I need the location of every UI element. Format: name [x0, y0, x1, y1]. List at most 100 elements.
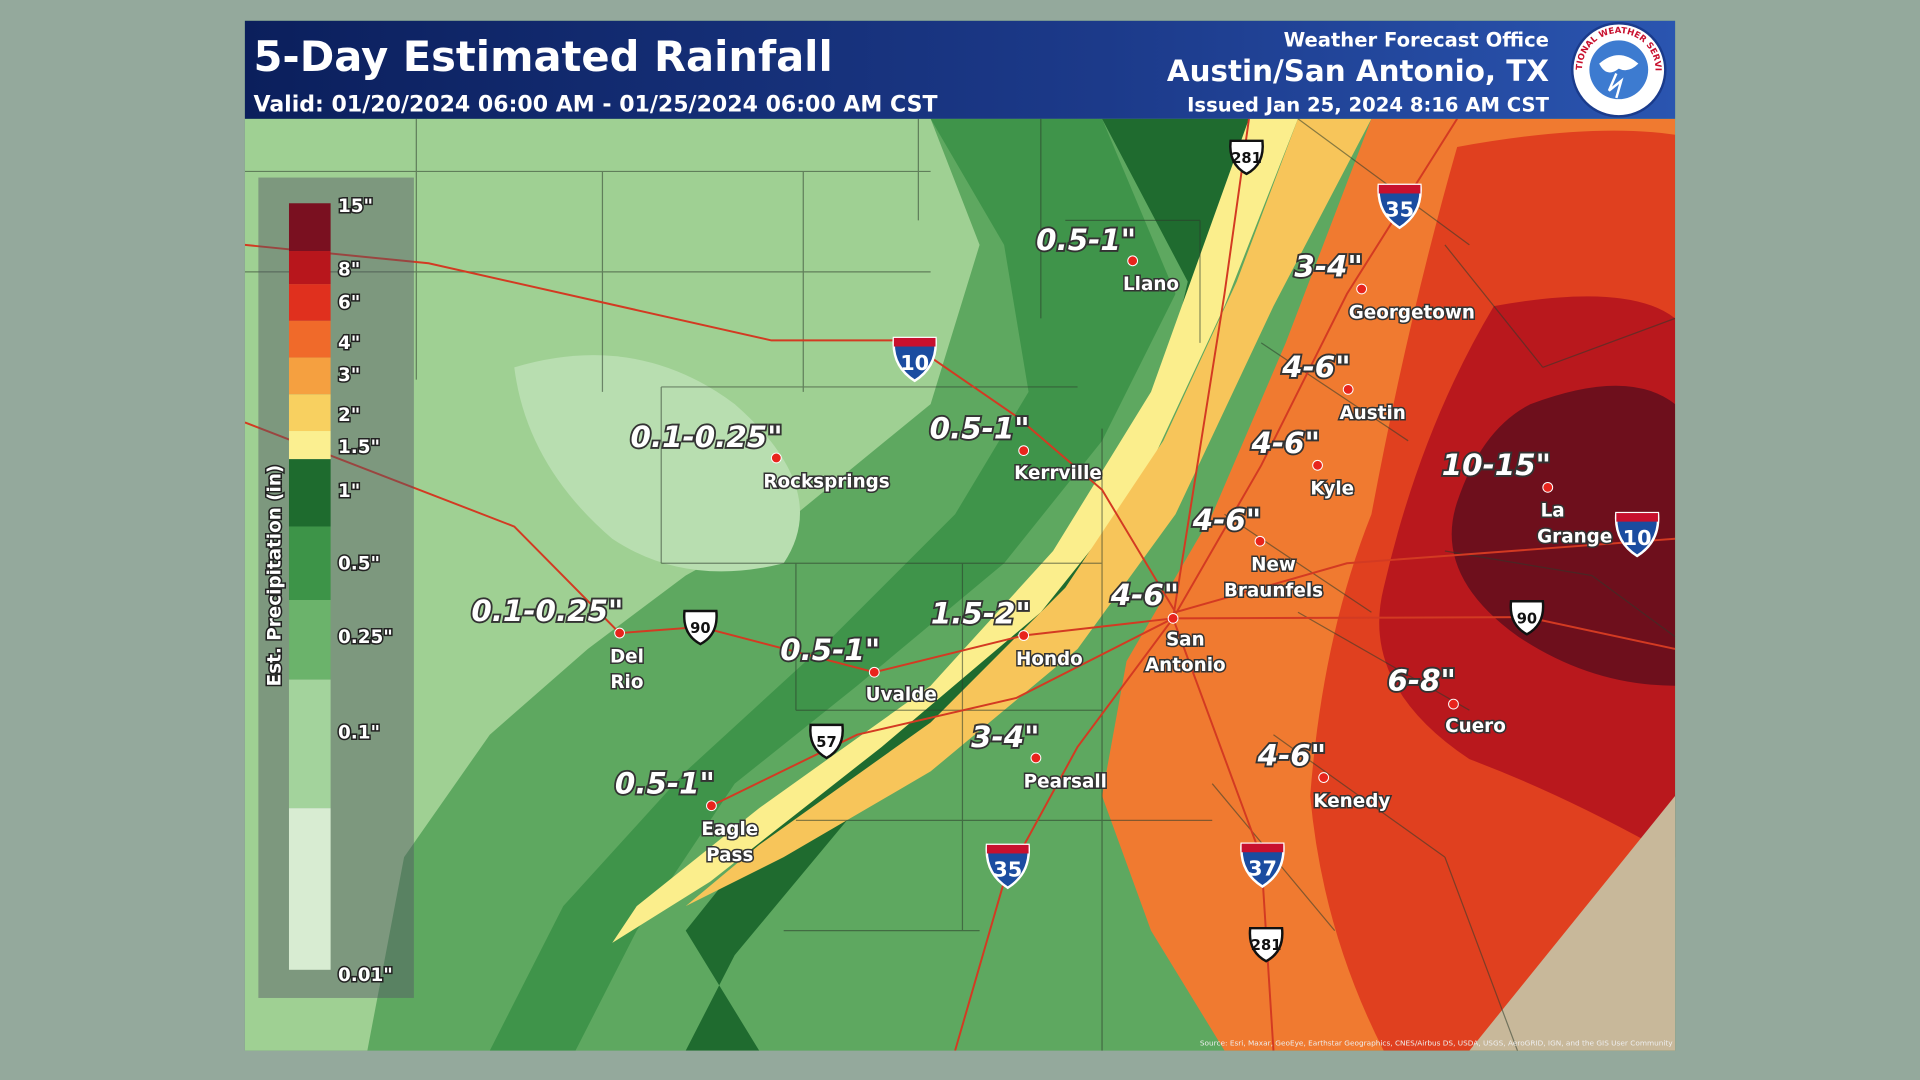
legend-swatch: [288, 600, 331, 680]
legend-label: 1.5": [338, 437, 380, 458]
city-dot: [1448, 698, 1459, 710]
city-dot: [706, 800, 717, 812]
office-location: Austin/San Antonio, TX: [1167, 54, 1549, 88]
shield-number: 90: [690, 620, 710, 637]
rain-amount: 4-6": [1257, 738, 1326, 772]
interstate-shield: [985, 843, 1031, 890]
city-name: Kerrville: [1014, 463, 1102, 484]
interstate-band: [1378, 184, 1421, 194]
city-name: Georgetown: [1349, 302, 1475, 323]
legend-swatch: [288, 679, 331, 809]
city-name: Rocksprings: [763, 471, 889, 492]
city-name: Uvalde: [866, 684, 937, 705]
city-name: Rio: [610, 672, 643, 693]
shield-number: 35: [1385, 198, 1414, 222]
interstate-shield: [892, 336, 937, 383]
city-dot: [1542, 481, 1554, 493]
city-dot: [1318, 772, 1330, 783]
city-name: Llano: [1123, 274, 1179, 295]
city-name: Pearsall: [1024, 771, 1107, 792]
issued-time: Issued Jan 25, 2024 8:16 AM CST: [1187, 93, 1549, 116]
city-name: Grange: [1537, 526, 1612, 547]
rain-amount: 4-6": [1192, 503, 1261, 537]
legend-swatch: [288, 320, 331, 358]
rain-amount: 0.5-1": [1036, 223, 1136, 257]
place-labels: 0.5-1" Llano 3-4" Georgetown 4-6" Austin 4-6" K…: [470, 139, 1660, 963]
rain-amount: 0.5-1": [930, 411, 1030, 445]
rain-amount: 3-4": [971, 720, 1039, 754]
legend-label: 0.25": [338, 627, 393, 648]
rain-amount: 4-6": [1281, 350, 1350, 384]
city-name: Austin: [1339, 403, 1405, 424]
legend-swatch: [288, 394, 331, 432]
shield-number: 37: [1248, 857, 1277, 881]
interstate-band: [986, 844, 1029, 854]
city-name: Braunfels: [1224, 580, 1323, 601]
legend-swatch: [288, 251, 331, 285]
legend-bar: [288, 203, 331, 970]
city-dot: [868, 666, 880, 678]
shield-number: 281: [1251, 937, 1282, 954]
interstate-band: [1241, 843, 1284, 853]
city-dot: [770, 452, 782, 464]
us-shield: [1248, 926, 1284, 963]
legend-label: 8": [338, 260, 360, 281]
legend-swatch: [288, 526, 331, 600]
city-name: Del: [610, 646, 644, 667]
legend-swatch: [288, 808, 331, 970]
us-shield: [1229, 139, 1264, 176]
rain-amount: 3-4": [1294, 250, 1362, 284]
city-dot: [1018, 630, 1030, 641]
rain-amount: 6-8": [1387, 664, 1455, 698]
rain-amount: 0.5-1": [615, 766, 715, 800]
header-bar: [244, 20, 1676, 119]
city-dot: [1127, 255, 1139, 267]
city-name: Pass: [706, 845, 753, 866]
legend-swatch: [288, 284, 331, 321]
interstate-band: [1616, 513, 1658, 522]
city-name: La: [1541, 501, 1565, 522]
city-dot: [614, 627, 625, 639]
office: Weather Forecast Office: [1284, 29, 1549, 52]
city-name: New: [1251, 555, 1296, 576]
valid-period: Valid: 01/20/2024 06:00 AM - 01/25/2024 …: [253, 92, 937, 117]
city-name: Cuero: [1445, 716, 1506, 737]
legend-panel: [258, 177, 414, 998]
city-dot: [1312, 459, 1323, 471]
legend-label: 3": [338, 365, 360, 386]
legend-label: 1": [338, 481, 360, 502]
rain-zones: [244, 118, 1676, 1051]
legend-label: 0.01": [338, 965, 393, 986]
city-name: Antonio: [1145, 655, 1226, 676]
legend-label: 15": [338, 196, 373, 217]
interstate-band: [893, 337, 936, 347]
city-dot: [1030, 752, 1042, 764]
legend-swatch: [288, 431, 331, 460]
rain-amount: 10-15": [1442, 448, 1551, 482]
rain-amount: 4-6": [1110, 578, 1179, 612]
shield-number: 90: [1517, 610, 1537, 627]
city-name: Hondo: [1016, 649, 1083, 670]
city-dot: [1254, 535, 1266, 547]
shield-number: 10: [1623, 526, 1652, 550]
legend-title: Est. Precipitation (in): [264, 465, 285, 687]
city-dot: [1018, 445, 1030, 457]
legend-label: 6": [338, 293, 360, 314]
city-name: San: [1166, 629, 1205, 650]
interstate-shield: [1240, 842, 1285, 888]
city-dot: [1342, 384, 1354, 395]
shield-number: 10: [900, 351, 929, 375]
legend-swatch: [288, 203, 331, 252]
rain-amount: 1.5-2": [931, 596, 1031, 630]
city-name: Eagle: [701, 819, 758, 840]
legend-label: 0.5": [338, 553, 380, 574]
shield-number: 281: [1231, 150, 1262, 167]
legend-label: 0.1": [338, 722, 380, 743]
shield-number: 57: [816, 734, 836, 751]
rain-amount: 4-6": [1251, 426, 1320, 460]
title: 5-Day Estimated Rainfall: [253, 32, 832, 81]
city-name: Kenedy: [1313, 791, 1390, 812]
interstate-shield: [1614, 511, 1660, 558]
